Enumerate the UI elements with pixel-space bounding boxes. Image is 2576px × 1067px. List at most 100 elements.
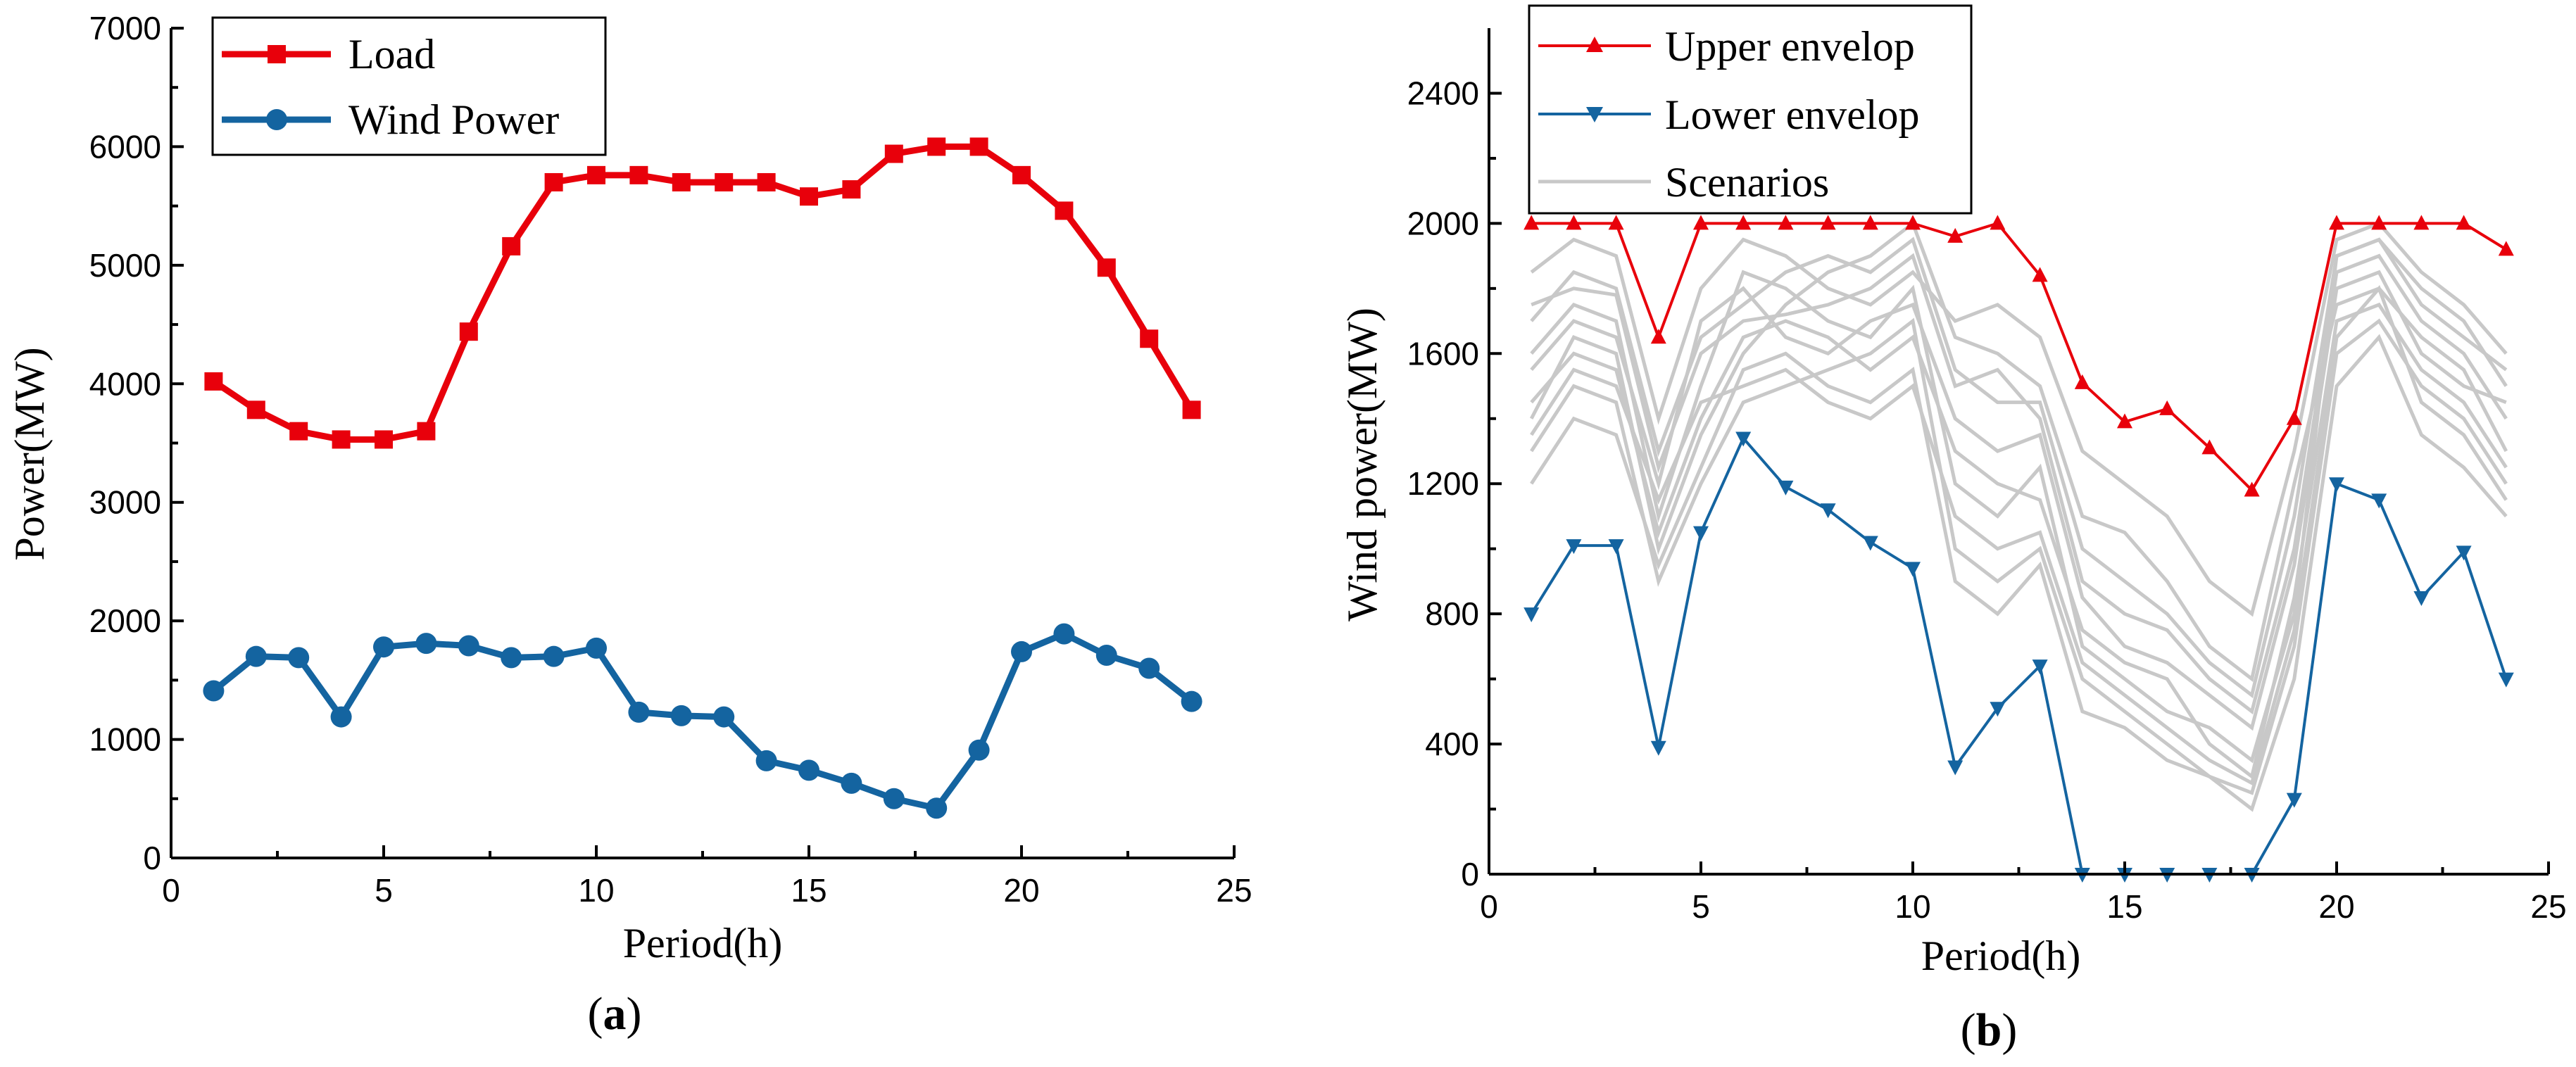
chart-a-y-axis-title: Power(MW) (6, 347, 53, 560)
upper-envelop-point (1566, 215, 1582, 230)
lower-envelop-point (1566, 539, 1582, 555)
chart-a-y-tick-label: 7000 (89, 10, 161, 46)
upper-envelop-point (2456, 215, 2472, 230)
wind-power-point (458, 635, 479, 657)
load-point (1055, 201, 1074, 220)
wind-power-point (245, 645, 267, 667)
chart-b-legend: Upper envelop Lower envelop Scenarios (1528, 4, 1973, 215)
scenario-line-4 (1530, 317, 2508, 795)
load-point (969, 137, 988, 156)
load-point (672, 172, 691, 191)
wind-power-point (1095, 644, 1117, 666)
chart-a: 0 5 10 15 20 2501000200030004000500060007000 … (6, 10, 1252, 1040)
upper-envelop-point (2117, 413, 2132, 429)
wind-power-point (841, 772, 862, 794)
chart-a-x-tick-label: 25 (1216, 872, 1252, 909)
chart-b-y-axis-title: Wind power(MW) (1339, 308, 1386, 621)
lower-envelop-point (1693, 526, 1709, 541)
load-point (375, 430, 393, 449)
chart-b-y-tick-label: 1600 (1407, 335, 1479, 372)
load-point (204, 372, 223, 391)
upper-envelop-point (1693, 215, 1709, 230)
chart-b-panel-close: ) (2002, 1004, 2017, 1056)
load-series-line (211, 143, 1195, 443)
upper-envelop-point (1608, 215, 1624, 230)
load-point (587, 165, 605, 184)
chart-b-legend-box (1528, 4, 1973, 215)
wind-power-point (1181, 690, 1202, 712)
lower-envelop-point (2032, 659, 2048, 675)
upper-envelop-point (2498, 241, 2514, 256)
upper-envelop-point (2244, 481, 2260, 497)
wind-power-point (926, 797, 948, 819)
wind-power-point (1053, 623, 1075, 645)
chart-b-scenarios (1529, 220, 2508, 812)
chart-a-x-tick-label: 15 (791, 872, 827, 909)
wind-power-point (203, 680, 225, 702)
load-point (842, 180, 861, 199)
chart-b-x-tick-label: 0 (1480, 888, 1498, 925)
load-point (289, 422, 308, 441)
lower-envelop-point (1650, 740, 1666, 756)
chart-b-y-tick-label: 400 (1425, 726, 1479, 762)
upper-envelop-point (2329, 215, 2344, 230)
chart-a-y-tick-label: 4000 (89, 365, 161, 402)
chart-b-y-tick-label: 0 (1461, 856, 1479, 892)
scenario-line-3 (1529, 220, 2508, 683)
chart-b-y-tick-label: 2400 (1407, 75, 1479, 111)
chart-b-y-tick-label: 2000 (1407, 205, 1479, 241)
legend-load-marker (268, 45, 286, 63)
lower-envelop-point (1947, 760, 1964, 776)
load-point (1182, 400, 1201, 419)
upper-envelop-point (1990, 215, 2006, 230)
scenario-line-5 (1530, 221, 2508, 617)
chart-a-x-tick-label: 5 (375, 872, 393, 909)
scenario-line-8 (1530, 302, 2508, 780)
lower-envelop-point (1990, 702, 2006, 717)
lower-envelop-point (2498, 672, 2514, 688)
chart-b-y-tick-label: 1200 (1407, 465, 1479, 502)
scenario-line-1 (1531, 253, 2508, 715)
lower-envelop-point (2329, 477, 2344, 493)
lower-envelop-point (1735, 431, 1752, 447)
lower-envelop-point (1523, 607, 1540, 623)
chart-a-panel-letter: a (603, 988, 627, 1040)
upper-envelop-point (1778, 215, 1794, 230)
scenario-line-10 (1530, 285, 2508, 786)
wind-power-point (586, 637, 607, 659)
wind-power-point (670, 705, 692, 726)
wind-power-point (501, 647, 522, 669)
upper-envelop-point (1905, 215, 1921, 230)
chart-b-y-tick-label: 800 (1425, 595, 1479, 632)
wind-power-point (713, 706, 735, 728)
lower-envelop-point (2286, 793, 2302, 808)
upper-envelop-point (1735, 215, 1752, 230)
chart-a-y-tick-label: 3000 (89, 484, 161, 521)
chart-b: 0 5 10 15 20 25 0 400 800 1200 1600 2000 2400 Period… (1339, 4, 2567, 1056)
lower-envelop-point (2371, 493, 2387, 509)
legend-lower-marker (1586, 107, 1603, 122)
lower-envelop-point (1820, 503, 1836, 519)
chart-b-panel-letter: b (1976, 1004, 2002, 1056)
chart-a-panel-close: ) (627, 988, 642, 1040)
lower-envelop-point (2413, 591, 2430, 607)
chart-b-axes: 0 5 10 15 20 25 0 400 800 1200 1600 2000 2400 (1407, 28, 2567, 925)
wind-power-point (798, 759, 819, 781)
chart-a-x-tick-label: 0 (162, 872, 180, 909)
legend-scenarios-label: Scenarios (1665, 159, 1829, 206)
legend-wind-label: Wind Power (348, 96, 559, 143)
load-point (629, 165, 648, 184)
wind-power-point (288, 647, 310, 669)
load-point (502, 236, 521, 255)
load-point (800, 187, 818, 206)
load-point (459, 322, 478, 341)
chart-a-legend-box (211, 16, 607, 156)
upper-envelop-point (2074, 374, 2090, 389)
chart-b-x-tick-label: 20 (2318, 888, 2354, 925)
upper-envelop-point (2371, 215, 2387, 230)
chart-a-legend: Load Wind Power (211, 16, 607, 156)
lower-envelop-point (2456, 545, 2472, 561)
scenario-line-9 (1530, 236, 2508, 699)
wind-power-point (883, 788, 905, 809)
